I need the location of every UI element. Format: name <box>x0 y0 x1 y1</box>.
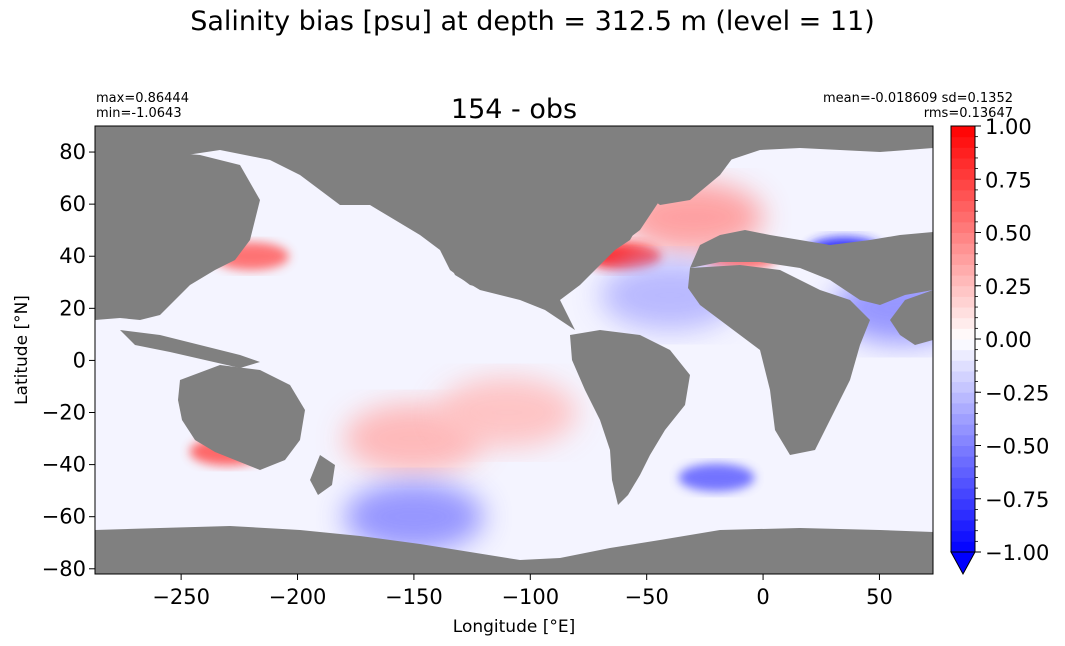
colorbar-tick-label: −1.00 <box>985 541 1049 565</box>
bias-map <box>95 126 933 574</box>
bias-feature <box>678 463 755 492</box>
y-tick-label: 0 <box>73 348 86 372</box>
colorbar-tick-label: −0.25 <box>985 381 1049 405</box>
colorbar-step <box>951 456 975 468</box>
colorbar-step <box>951 136 975 148</box>
colorbar-step <box>951 488 975 500</box>
stat-rms: rms=0.13647 <box>923 106 1013 121</box>
colorbar-step <box>951 477 975 489</box>
colorbar-step <box>951 413 975 425</box>
land-new-zealand <box>310 455 335 495</box>
y-tick-label: 20 <box>59 296 86 320</box>
y-tick-label: −80 <box>42 557 86 581</box>
y-tick-label: 40 <box>59 244 86 268</box>
x-tick-label: −100 <box>501 585 559 609</box>
land-mask <box>95 126 933 574</box>
land-north-america <box>320 148 665 330</box>
x-tick-label: −50 <box>625 585 669 609</box>
bias-feature <box>343 481 484 552</box>
land-australia <box>178 365 305 470</box>
colorbar-step <box>951 328 975 340</box>
land-south-america <box>570 330 690 505</box>
map-frame <box>94 125 934 575</box>
stat-min: min=-1.0643 <box>96 106 182 121</box>
colorbar-step <box>951 221 975 233</box>
colorbar-step <box>951 530 975 542</box>
y-tick-label: 80 <box>59 140 86 164</box>
colorbar-step <box>951 147 975 159</box>
stats-right: mean=-0.018609 sd=0.1352 rms=0.13647 <box>823 91 1013 121</box>
bias-feature <box>437 377 578 448</box>
x-tick-label: 0 <box>756 585 769 609</box>
y-tick-label: −20 <box>42 401 86 425</box>
colorbar-step <box>951 168 975 180</box>
stats-left: max=0.86444 min=-1.0643 <box>96 91 189 121</box>
y-tick-label: −40 <box>42 453 86 477</box>
colorbar-step <box>951 126 975 138</box>
colorbar-step <box>951 498 975 510</box>
y-axis-label: Latitude [°N] <box>12 295 32 405</box>
colorbar-tick-label: −0.50 <box>985 435 1049 459</box>
colorbar-step <box>951 211 975 223</box>
colorbar-step <box>951 275 975 287</box>
colorbar: 1.00 0.75 0.50 0.25 0.00 −0.25 −0.50 −0.75 −1.00 <box>950 115 1049 576</box>
land-asia-east <box>95 150 260 320</box>
land-africa <box>688 265 870 455</box>
colorbar-step <box>951 402 975 415</box>
colorbar-tick-label: 1.00 <box>985 115 1032 139</box>
colorbar-step <box>951 296 975 308</box>
colorbar-step <box>951 189 975 202</box>
colorbar-step <box>951 445 975 457</box>
land-greenland <box>590 132 740 205</box>
colorbar-step <box>951 520 975 532</box>
colorbar-step <box>951 232 975 244</box>
y-axis: 80 60 40 20 0 −20 −40 −60 −80 <box>42 140 95 581</box>
colorbar-step <box>951 360 975 372</box>
x-axis-label: Longitude [°E] <box>453 617 575 637</box>
plot-title: 154 - obs <box>450 94 578 125</box>
colorbar-step <box>951 424 975 436</box>
colorbar-step <box>951 285 975 297</box>
colorbar-tick-label: 0.00 <box>985 328 1032 352</box>
colorbar-tick-label: 0.75 <box>985 168 1032 192</box>
colorbar-step <box>951 349 975 361</box>
y-tick-label: −60 <box>42 505 86 529</box>
x-tick-label: 50 <box>866 585 893 609</box>
colorbar-step <box>951 200 975 212</box>
land-antarctica <box>95 526 933 574</box>
colorbar-step <box>951 434 975 446</box>
colorbar-tick-label: 0.50 <box>985 222 1032 246</box>
land-india-seasia <box>890 290 933 345</box>
colorbar-tick-label: −0.75 <box>985 488 1049 512</box>
colorbar-tick-label: 0.25 <box>985 275 1032 299</box>
colorbar-step <box>951 541 975 553</box>
stat-mean-sd: mean=-0.018609 sd=0.1352 <box>822 91 1013 106</box>
colorbar-step <box>951 243 975 255</box>
colorbar-step <box>951 466 975 478</box>
land-europe <box>690 230 933 305</box>
colorbar-step <box>951 339 975 351</box>
colorbar-step <box>951 179 975 191</box>
colorbar-step <box>951 392 975 404</box>
x-tick-label: −150 <box>385 585 443 609</box>
colorbar-step <box>951 381 975 393</box>
colorbar-step <box>951 253 975 265</box>
stat-max: max=0.86444 <box>96 91 189 106</box>
colorbar-step <box>951 307 975 319</box>
x-tick-label: −250 <box>152 585 210 609</box>
x-axis: −250 −200 −150 −100 −50 0 50 <box>152 574 893 609</box>
colorbar-step <box>951 264 975 276</box>
colorbar-step <box>951 509 975 521</box>
figure-suptitle: Salinity bias [psu] at depth = 312.5 m (… <box>190 6 875 37</box>
colorbar-extend-arrow <box>950 551 976 576</box>
y-tick-label: 60 <box>59 192 86 216</box>
x-tick-label: −200 <box>269 585 327 609</box>
colorbar-step <box>951 157 975 170</box>
colorbar-step <box>951 317 975 329</box>
land-indonesia <box>120 330 260 368</box>
colorbar-step <box>951 370 975 383</box>
